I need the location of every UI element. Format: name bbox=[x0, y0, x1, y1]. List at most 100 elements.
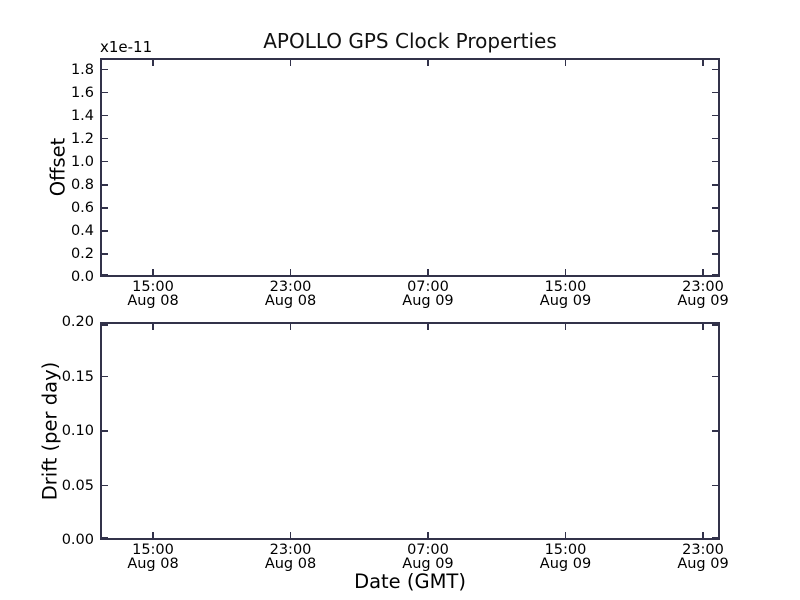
x-tick-mark bbox=[152, 269, 154, 275]
y-tick-label: 0.6 bbox=[70, 199, 94, 216]
x-tick-date: Aug 08 bbox=[127, 555, 179, 572]
y-tick-label: 1.4 bbox=[70, 107, 94, 124]
x-tick-label: 15:00 Aug 08 bbox=[127, 542, 179, 572]
y-tick-mark bbox=[102, 160, 108, 163]
x-tick-date: Aug 09 bbox=[402, 292, 454, 309]
y-tick-mark-right bbox=[712, 207, 718, 209]
x-tick-time: 23:00 bbox=[682, 279, 724, 295]
y-tick-label: 0.8 bbox=[70, 176, 94, 193]
offset-plot-area bbox=[100, 58, 720, 277]
x-tick-label: 23:00 Aug 08 bbox=[264, 542, 317, 572]
y-tick-mark bbox=[102, 375, 108, 378]
x-tick-date: Aug 09 bbox=[677, 292, 729, 309]
x-tick-time: 23:00 bbox=[682, 542, 724, 558]
x-tick-time: 15:00 bbox=[544, 542, 587, 558]
y-tick-label: 0.15 bbox=[61, 368, 94, 385]
y-tick-mark bbox=[102, 484, 108, 487]
x-tick-date: Aug 08 bbox=[264, 555, 317, 572]
x-tick-mark-top bbox=[564, 324, 567, 330]
drift-plot-area bbox=[100, 322, 720, 540]
x-tick-mark bbox=[702, 269, 704, 275]
x-tick-date: Aug 09 bbox=[402, 555, 454, 572]
x-tick-mark bbox=[564, 532, 567, 538]
x-tick-time: 23:00 bbox=[269, 542, 312, 558]
x-tick-mark bbox=[427, 532, 429, 538]
x-tick-mark bbox=[289, 532, 292, 538]
y-tick-label: 1.0 bbox=[70, 153, 94, 170]
y-tick-mark-right bbox=[712, 230, 718, 232]
x-tick-time: 23:00 bbox=[269, 279, 312, 295]
x-tick-label: 15:00 Aug 09 bbox=[539, 542, 592, 572]
x-tick-time: 07:00 bbox=[407, 542, 449, 558]
x-tick-mark bbox=[427, 269, 429, 275]
y-tick-mark-right bbox=[712, 375, 718, 378]
x-tick-label: 23:00 Aug 09 bbox=[677, 279, 729, 309]
y-tick-mark-right bbox=[712, 160, 718, 163]
y-tick-mark bbox=[102, 184, 108, 186]
x-tick-label: 15:00 Aug 09 bbox=[539, 279, 592, 309]
y-tick-mark bbox=[102, 68, 108, 71]
x-axis-label: Date (GMT) bbox=[354, 570, 466, 593]
x-tick-mark-top bbox=[564, 60, 567, 66]
x-tick-date: Aug 09 bbox=[539, 555, 592, 572]
y-tick-label: 0.10 bbox=[61, 423, 94, 439]
x-tick-mark bbox=[702, 532, 704, 538]
y-tick-mark-right bbox=[712, 536, 718, 538]
x-tick-mark-top bbox=[289, 324, 292, 330]
y-axis-scale-multiplier: x1e-11 bbox=[100, 38, 153, 56]
y-tick-mark-right bbox=[712, 484, 718, 487]
y-tick-mark-right bbox=[712, 114, 718, 117]
y-tick-mark bbox=[102, 207, 108, 209]
x-tick-mark-top bbox=[427, 324, 429, 330]
x-tick-mark-top bbox=[152, 60, 154, 66]
x-tick-time: 15:00 bbox=[132, 542, 174, 558]
y-tick-label: 0.00 bbox=[61, 532, 94, 548]
x-tick-mark bbox=[289, 269, 292, 275]
y-tick-label: 0.4 bbox=[70, 222, 94, 239]
x-tick-label: 15:00 Aug 08 bbox=[127, 279, 179, 309]
y-tick-mark-right bbox=[712, 184, 718, 186]
x-tick-mark-top bbox=[289, 60, 292, 66]
chart-title: APOLLO GPS Clock Properties bbox=[263, 29, 557, 53]
x-tick-mark-top bbox=[702, 60, 704, 66]
x-tick-label: 23:00 Aug 09 bbox=[677, 542, 729, 572]
x-tick-date: Aug 09 bbox=[677, 555, 729, 572]
y-tick-mark-right bbox=[712, 324, 718, 326]
x-tick-date: Aug 08 bbox=[127, 292, 179, 309]
x-tick-mark bbox=[564, 269, 567, 275]
y-tick-label: 0.05 bbox=[61, 477, 94, 494]
y-tick-mark bbox=[102, 324, 108, 326]
y-tick-label: 1.6 bbox=[70, 84, 94, 101]
x-tick-mark-top bbox=[702, 324, 704, 330]
y-tick-mark bbox=[102, 137, 108, 140]
x-tick-label: 23:00 Aug 08 bbox=[264, 279, 317, 309]
y-tick-mark-right bbox=[712, 91, 718, 94]
x-tick-mark-top bbox=[152, 324, 154, 330]
y-tick-label: 0.2 bbox=[70, 245, 94, 262]
y-tick-mark bbox=[102, 253, 108, 255]
y-tick-mark bbox=[102, 536, 108, 538]
y-tick-label: 1.2 bbox=[70, 130, 94, 147]
y-tick-mark bbox=[102, 430, 108, 432]
y-tick-mark-right bbox=[712, 253, 718, 255]
y-tick-label: 0.0 bbox=[70, 269, 94, 285]
x-tick-time: 15:00 bbox=[544, 279, 587, 295]
y-tick-mark-right bbox=[712, 137, 718, 140]
y-tick-label: 1.8 bbox=[70, 61, 94, 78]
y-tick-mark bbox=[102, 91, 108, 94]
y-tick-mark bbox=[102, 273, 108, 275]
x-tick-date: Aug 09 bbox=[539, 292, 592, 309]
y-tick-mark-right bbox=[712, 68, 718, 71]
x-tick-time: 07:00 bbox=[407, 279, 449, 295]
x-tick-mark bbox=[152, 532, 154, 538]
x-tick-time: 15:00 bbox=[132, 279, 174, 295]
y-tick-mark-right bbox=[712, 430, 718, 432]
y-tick-mark-right bbox=[712, 273, 718, 275]
y-tick-mark bbox=[102, 230, 108, 232]
x-tick-mark-top bbox=[427, 60, 429, 66]
x-tick-label: 07:00 Aug 09 bbox=[402, 279, 454, 309]
y-tick-mark bbox=[102, 114, 108, 117]
x-tick-date: Aug 08 bbox=[264, 292, 317, 309]
x-tick-label: 07:00 Aug 09 bbox=[402, 542, 454, 572]
